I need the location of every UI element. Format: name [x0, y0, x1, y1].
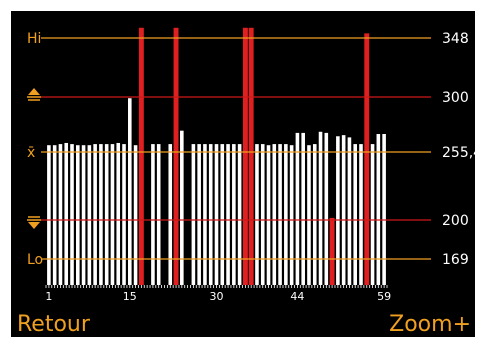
bar	[329, 217, 335, 285]
x-tick-label: 15	[123, 290, 137, 303]
bar	[197, 144, 201, 285]
bar	[58, 144, 63, 285]
x-tick-label: 30	[210, 290, 224, 303]
lower-warning-limit-icon	[27, 216, 41, 229]
bar	[133, 145, 138, 285]
bar	[242, 27, 248, 286]
bar	[266, 145, 271, 285]
bar	[232, 144, 236, 285]
bar	[214, 144, 219, 285]
upper-warning-limit-icon	[27, 88, 41, 101]
bar	[284, 144, 288, 285]
upper_warn-value: 300	[442, 90, 469, 106]
bar	[99, 144, 103, 285]
lo-label: Lo	[27, 252, 43, 268]
bar	[128, 98, 132, 285]
bar	[382, 134, 386, 285]
bar	[52, 145, 57, 285]
bar	[295, 132, 300, 285]
bar	[76, 145, 80, 285]
bar	[203, 144, 207, 285]
bar	[104, 144, 109, 285]
control-chart: Hi 348 300 x̄ 255,4 200 Lo 169 1 15 30 44 59	[27, 27, 475, 303]
x-tick-label: 59	[377, 290, 391, 303]
bar	[248, 27, 254, 286]
mean-label: x̄	[27, 145, 35, 161]
bar	[81, 145, 86, 285]
bar	[376, 134, 381, 285]
bar	[226, 144, 230, 285]
bar	[272, 144, 277, 285]
bar	[318, 131, 323, 285]
bar	[289, 145, 294, 285]
bar	[208, 144, 213, 285]
bar	[220, 144, 225, 285]
lower_warn-value: 200	[442, 213, 469, 229]
bar	[138, 27, 144, 286]
bar	[359, 144, 363, 285]
bar	[168, 144, 173, 285]
bar	[260, 144, 265, 285]
x-tick-label: 44	[290, 290, 304, 303]
bar	[336, 136, 340, 285]
hi-label: Hi	[27, 31, 41, 47]
bar	[324, 132, 329, 285]
bar	[70, 144, 74, 285]
x-axis: 1 15 30 44 59	[45, 285, 391, 303]
bar	[151, 144, 155, 285]
bar	[353, 144, 357, 285]
bar	[255, 144, 259, 285]
bar	[87, 145, 92, 285]
bar	[122, 144, 126, 285]
bar	[110, 144, 115, 285]
bar	[278, 144, 282, 285]
screen: Hi 348 300 x̄ 255,4 200 Lo 169 1 15 30 44 59 Retour…	[11, 11, 475, 337]
chart-bars	[47, 27, 386, 286]
zoom-in-softkey[interactable]: Zoom+	[389, 312, 471, 337]
reference-lines: Hi 348 300 x̄ 255,4 200 Lo 169	[27, 31, 475, 268]
lo-value: 169	[442, 252, 469, 268]
x-tick-label: 1	[45, 290, 52, 303]
hi-value: 348	[442, 31, 469, 47]
bar	[341, 135, 346, 285]
bar	[64, 142, 69, 285]
bar	[180, 130, 184, 285]
bar	[370, 144, 375, 285]
bar	[347, 137, 352, 285]
bar	[312, 144, 317, 285]
bar	[156, 144, 161, 285]
bar	[301, 132, 305, 285]
bar	[237, 144, 242, 285]
mean-value: 255,4	[442, 145, 475, 161]
bar	[93, 144, 97, 285]
back-softkey[interactable]: Retour	[17, 312, 90, 337]
bar	[173, 27, 179, 286]
bar	[307, 145, 311, 285]
bar	[191, 144, 196, 285]
bar	[47, 145, 51, 285]
bar	[364, 33, 370, 286]
bar	[116, 142, 121, 285]
